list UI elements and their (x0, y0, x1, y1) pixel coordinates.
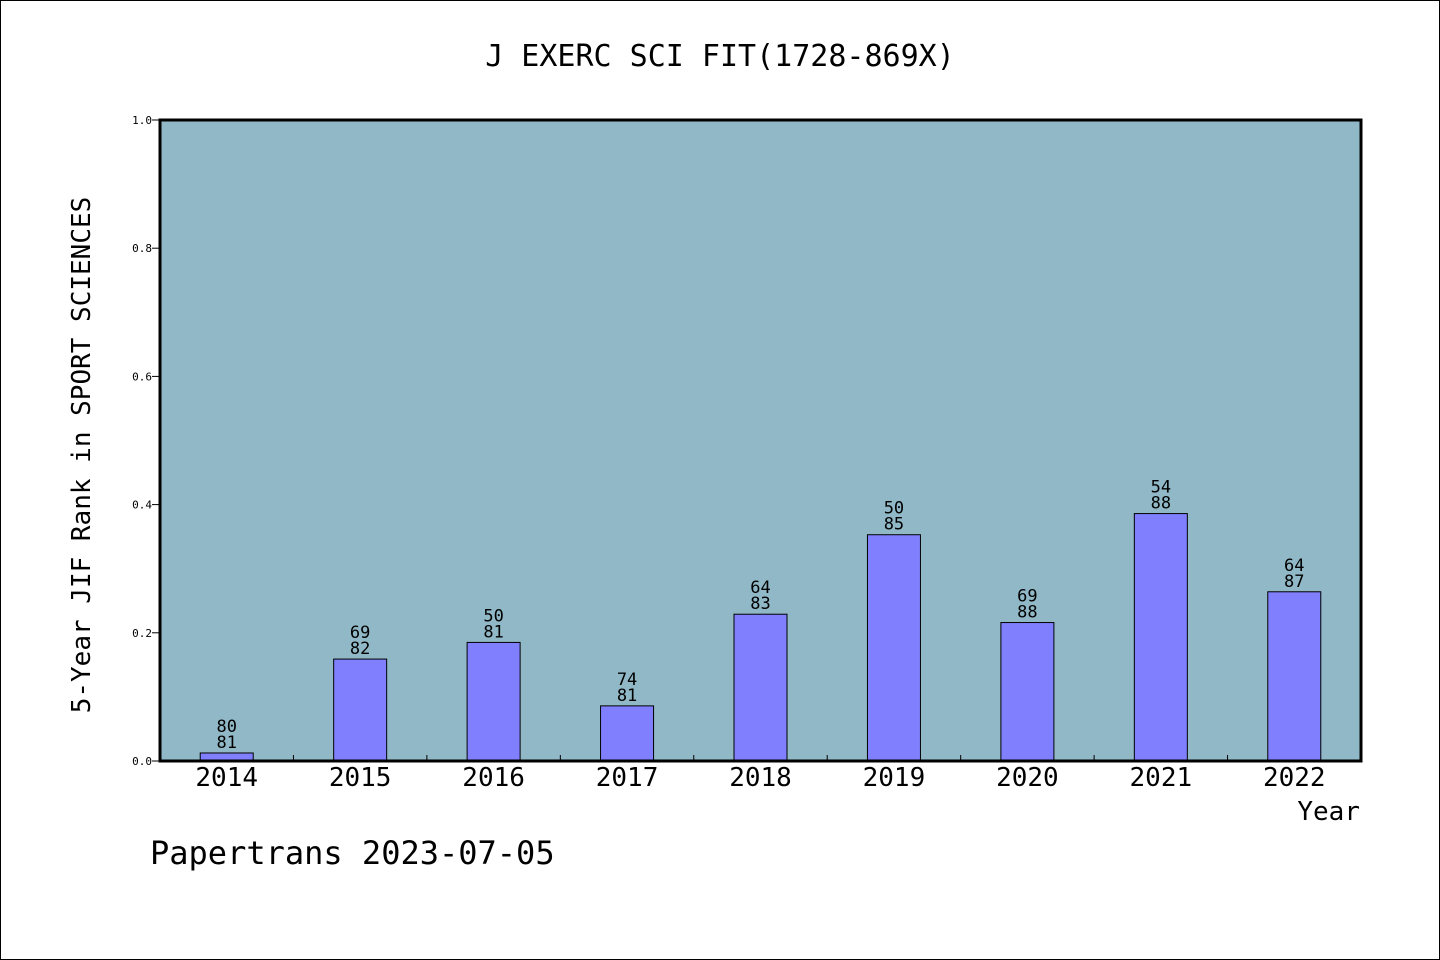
bar-total-label: 88 (1017, 603, 1037, 623)
bar-total-label: 81 (483, 622, 503, 642)
y-tick-label: 0.8 (132, 242, 152, 255)
bar-total-label: 82 (350, 639, 370, 659)
bar-total-label: 81 (617, 686, 637, 706)
y-tick-label: 0.0 (132, 755, 152, 768)
x-tick-label: 2022 (1263, 763, 1326, 793)
y-tick-label: 0.6 (132, 370, 152, 383)
y-tick-label: 0.2 (132, 627, 152, 640)
bar-rank-label: 64 (750, 578, 770, 598)
x-tick-label: 2021 (1130, 763, 1193, 793)
bar-2020 (1000, 622, 1055, 762)
x-tick-label: 2020 (996, 763, 1059, 793)
bars-group (199, 513, 1322, 762)
x-tick-label: 2016 (462, 763, 525, 793)
bar-2022 (1267, 591, 1322, 762)
bar-rank-label: 80 (216, 717, 236, 737)
bar-2015 (333, 658, 388, 762)
chart-title: J EXERC SCI FIT(1728-869X) (485, 39, 955, 74)
x-tick-label: 2014 (195, 763, 258, 793)
bar-rank-label: 74 (617, 670, 637, 690)
bar-total-label: 88 (1151, 494, 1171, 514)
y-tick-label: 0.4 (132, 499, 152, 512)
bar-2021 (1133, 513, 1188, 762)
bar-2018 (733, 613, 788, 762)
x-tick-label: 2018 (729, 763, 792, 793)
y-axis-label: 5-Year JIF Rank in SPORT SCIENCES (67, 197, 97, 714)
x-tick-label: 2019 (863, 763, 926, 793)
bar-total-label: 85 (884, 515, 904, 535)
plot-border (158, 118, 1363, 763)
bar-rank-label: 50 (884, 499, 904, 519)
footer-text: Papertrans 2023-07-05 (150, 834, 555, 872)
bar-rank-label: 69 (1017, 587, 1037, 607)
bar-2019 (866, 534, 921, 762)
y-tick-label: 1.0 (132, 114, 152, 127)
y-axis: 0.0 0.2 0.4 0.6 0.8 1.0 (132, 114, 160, 768)
bar-rank-label: 69 (350, 623, 370, 643)
bar-total-label: 87 (1284, 572, 1304, 592)
bar-rank-label: 50 (483, 606, 503, 626)
x-axis-label: Year (1297, 797, 1360, 827)
bar-rank-label: 64 (1284, 556, 1304, 576)
bar-2016 (466, 641, 521, 762)
bar-rank-label: 54 (1151, 478, 1171, 498)
x-tick-label: 2017 (596, 763, 659, 793)
bar-total-label: 83 (750, 594, 770, 614)
bar-total-label: 81 (216, 733, 236, 753)
x-tick-label: 2015 (329, 763, 392, 793)
bar-2017 (600, 705, 655, 762)
x-axis: 2014 2015 2016 2017 2018 2019 2020 2021 2022 (195, 755, 1326, 793)
